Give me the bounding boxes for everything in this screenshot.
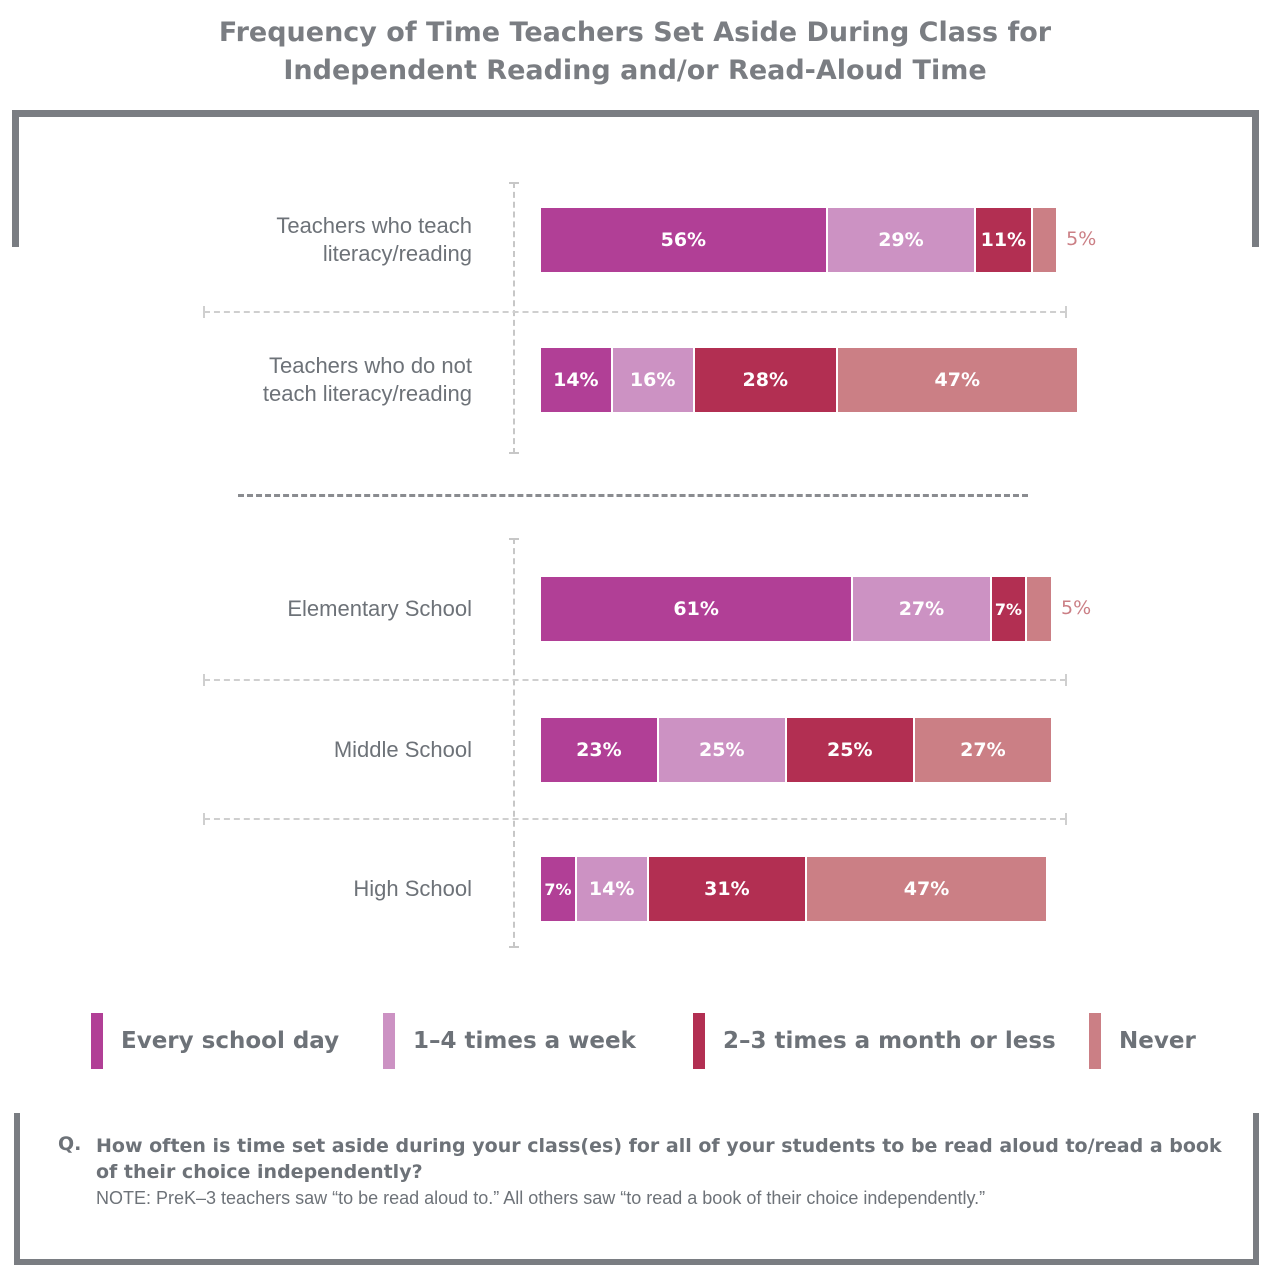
bar-value-label: 5% [1066, 228, 1097, 250]
legend-label: 1–4 times a week [413, 1028, 636, 1054]
bar-segment: 16% [612, 348, 693, 412]
bar-segment: 56% [541, 208, 826, 272]
legend-item-2-3-times-a-month: 2–3 times a month or less [693, 1013, 1056, 1069]
bar-segment: 28% [694, 348, 836, 412]
frame-top-bracket [12, 110, 1259, 247]
category-label: Teachers who do not teach literacy/readin… [262, 353, 472, 406]
legend-label: Never [1119, 1028, 1196, 1054]
axis-group-1 [513, 182, 515, 454]
axis-group-2 [513, 538, 515, 948]
bar-value-label: 5% [1061, 597, 1092, 619]
category-label: Middle School [333, 737, 472, 762]
legend-swatch [383, 1013, 395, 1069]
bar-segment: 25% [658, 718, 785, 782]
axis-tick [509, 538, 519, 540]
survey-note: NOTE: PreK–3 teachers saw “to be read al… [96, 1188, 986, 1208]
bar-segment: 29% [827, 208, 975, 272]
row-separator [203, 674, 1067, 686]
bar-segment [1032, 208, 1057, 272]
bar-segment: 47% [807, 857, 1046, 921]
axis-tick [509, 946, 519, 948]
legend-item-never: Never [1089, 1013, 1196, 1069]
frame-bottom-bracket [14, 1113, 1259, 1265]
bar-segment: 31% [648, 857, 806, 921]
bar-segment: 27% [914, 718, 1051, 782]
legend-item-every-school-day: Every school day [91, 1013, 339, 1069]
bar-segment [1027, 577, 1051, 641]
group-separator [238, 494, 1028, 497]
category-label: Teachers who teach literacy/reading [276, 213, 472, 266]
survey-question: How often is time set aside during your … [96, 1135, 1222, 1183]
bar-segment: 14% [541, 348, 611, 412]
axis-tick [509, 182, 519, 184]
bar-segment: 25% [786, 718, 913, 782]
bar-segment: 27% [853, 577, 990, 641]
legend-swatch [693, 1013, 705, 1069]
question-prefix: Q. [58, 1133, 82, 1155]
bar-segment: 23% [541, 718, 657, 782]
bar-segment: 47% [837, 348, 1077, 412]
axis-tick [509, 452, 519, 454]
row-separator [203, 813, 1067, 825]
bar-segment: 7% [541, 857, 575, 921]
bar-segment: 7% [991, 577, 1026, 641]
legend-swatch [1089, 1013, 1101, 1069]
title-line-1: Frequency of Time Teachers Set Aside Dur… [218, 17, 1052, 48]
row-separator [203, 306, 1067, 318]
title-line-2: Independent Reading and/or Read-Aloud Ti… [283, 55, 987, 86]
bar-segment: 61% [541, 577, 852, 641]
bar-segment: 14% [576, 857, 647, 921]
category-label: Elementary School [287, 596, 472, 621]
chart-title: Frequency of Time Teachers Set Aside Dur… [0, 14, 1270, 90]
legend-label: Every school day [121, 1028, 340, 1054]
legend-label: 2–3 times a month or less [723, 1028, 1056, 1054]
bar-segment: 11% [976, 208, 1031, 272]
category-label: High School [353, 876, 472, 901]
legend-swatch [91, 1013, 103, 1069]
legend-item-1-4-times-a-week: 1–4 times a week [383, 1013, 636, 1069]
